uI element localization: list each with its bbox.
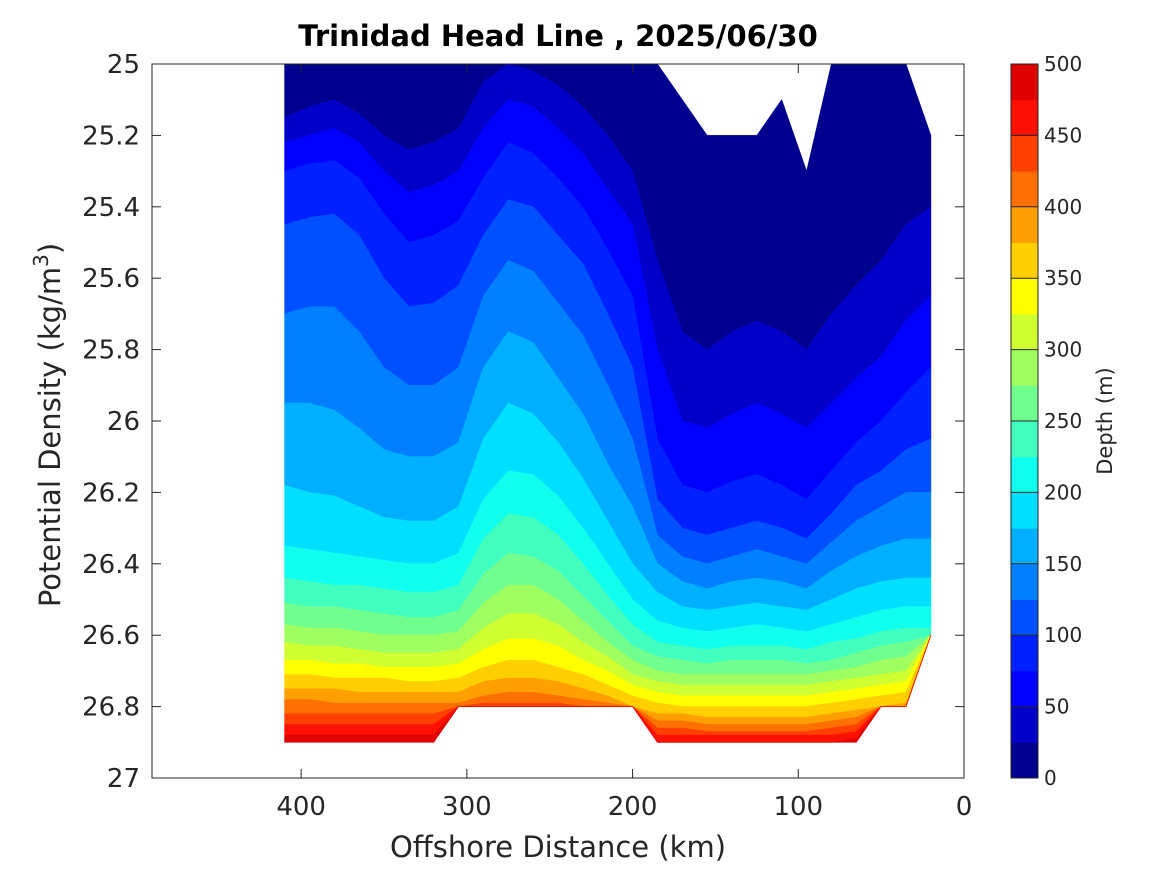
colorbar-tick-label: 50 <box>1044 695 1069 719</box>
colorbar-swatch <box>1011 635 1038 672</box>
colorbar-swatch <box>1011 599 1038 636</box>
colorbar-swatch <box>1011 278 1038 315</box>
colorbar-swatch <box>1011 563 1038 600</box>
y-tick-label: 25.6 <box>82 264 140 294</box>
y-axis-label-close: ) <box>33 243 67 254</box>
colorbar-label: Depth (m) <box>1093 367 1117 474</box>
y-tick-label: 25.8 <box>82 336 140 366</box>
colorbar-swatch <box>1011 742 1038 779</box>
colorbar-tick-label: 400 <box>1044 195 1082 219</box>
colorbar-swatch <box>1011 349 1038 386</box>
x-tick-label: 100 <box>773 792 823 822</box>
contour-band-475-500 <box>284 635 932 743</box>
x-tick-label: 0 <box>956 792 973 822</box>
y-tick-label: 27 <box>107 764 140 794</box>
colorbar-swatch <box>1011 528 1038 565</box>
x-tick-label: 200 <box>608 792 658 822</box>
x-tick-label: 400 <box>276 792 326 822</box>
colorbar-swatch <box>1011 421 1038 458</box>
y-tick-label: 26.6 <box>82 621 140 651</box>
y-tick-label: 25.2 <box>82 121 140 151</box>
colorbar-swatch <box>1011 242 1038 279</box>
colorbar-tick-label: 250 <box>1044 409 1082 433</box>
colorbar-swatch <box>1011 385 1038 422</box>
x-axis: 400 300 200 100 0 <box>276 64 972 822</box>
y-tick-label: 26 <box>107 407 140 437</box>
x-axis-label: Offshore Distance (km) <box>390 830 726 864</box>
colorbar-swatch <box>1011 670 1038 708</box>
x-tick-label: 300 <box>442 792 492 822</box>
colorbar-tick-label: 0 <box>1044 766 1057 790</box>
colorbar-swatch <box>1011 64 1038 101</box>
colorbar-tick-label: 200 <box>1044 480 1082 504</box>
colorbar: 0 50 100 150 200 250 300 350 400 450 500 <box>1010 52 1082 790</box>
y-tick-label: 26.8 <box>82 693 140 723</box>
y-tick-label: 26.2 <box>82 478 140 508</box>
y-tick-label: 25.4 <box>82 193 140 223</box>
colorbar-swatch <box>1011 135 1038 172</box>
y-tick-label: 26.4 <box>82 550 140 580</box>
colorbar-swatch <box>1011 99 1038 136</box>
colorbar-swatch <box>1011 206 1038 243</box>
chart-title: Trinidad Head Line , 2025/06/30 <box>298 19 818 53</box>
colorbar-swatch <box>1011 171 1038 208</box>
y-tick-label: 25 <box>107 50 140 80</box>
colorbar-swatch <box>1011 456 1038 493</box>
y-axis-label-main: Potential Density (kg/m <box>33 267 67 607</box>
colorbar-swatch <box>1011 313 1038 351</box>
colorbar-tick-label: 150 <box>1044 552 1082 576</box>
y-axis: 25 25.2 25.4 25.6 25.8 26 26.2 26.4 26.6 26.8 27 <box>82 50 964 794</box>
colorbar-tick-label: 350 <box>1044 266 1082 290</box>
contour-bands <box>284 64 932 743</box>
colorbar-tick-label: 500 <box>1044 52 1082 76</box>
colorbar-swatch <box>1011 492 1038 529</box>
colorbar-tick-label: 100 <box>1044 623 1082 647</box>
colorbar-swatch <box>1011 706 1038 743</box>
colorbar-tick-label: 450 <box>1044 123 1082 147</box>
colorbar-tick-label: 300 <box>1044 338 1082 362</box>
y-axis-label: Potential Density (kg/m3) <box>29 243 67 607</box>
y-axis-label-superscript: 3 <box>29 254 53 267</box>
